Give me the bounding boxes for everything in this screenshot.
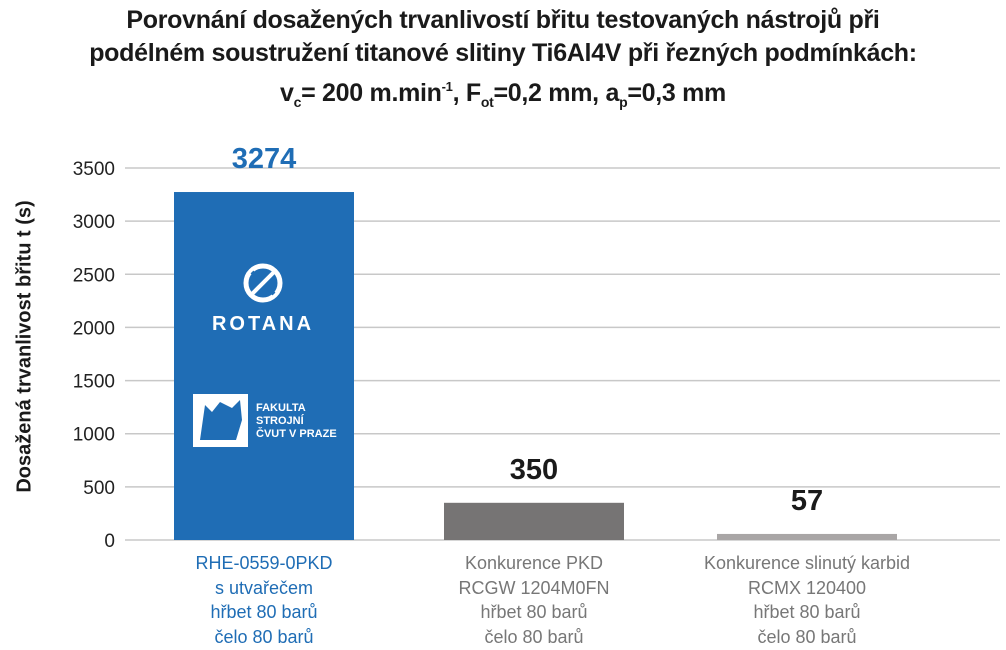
bar: [444, 502, 624, 540]
t3-vsub: c: [293, 94, 302, 110]
category-label-line: hřbet 80 barů: [480, 602, 588, 622]
t3-fsub: ot: [480, 94, 494, 110]
faculty-logo-text: ČVUT V PRAZE: [256, 427, 337, 440]
category-label-line: s utvařečem: [214, 577, 314, 598]
chart-title: Porovnání dosažených trvanlivostí břitu …: [0, 4, 1006, 119]
category-label-line: RHE-0559-0PKD: [195, 553, 333, 573]
rotana-emblem-icon: [243, 263, 283, 303]
rotana-emblem-icon: [250, 270, 276, 296]
t3-fval: =0,2 mm, a: [493, 79, 620, 107]
faculty-logo-text: FAKULTA: [256, 402, 306, 414]
category-label-line: Konkurence slinutý karbid: [703, 553, 911, 573]
y-tick-label: 3000: [73, 212, 115, 233]
category-label-line: Konkurence PKD: [464, 553, 604, 573]
t3-asub: p: [619, 94, 628, 110]
data-label: 3274: [232, 143, 297, 175]
t3-v: v: [280, 79, 294, 107]
y-tick-label: 1500: [73, 372, 115, 393]
category-label-line: čelo 80 barů: [757, 626, 857, 647]
rotana-wordmark: ROTANA: [212, 313, 314, 335]
category-label-line: hřbet 80 barů: [753, 602, 861, 622]
category-label-line: hřbet 80 barů: [210, 602, 318, 622]
category-label-line: čelo 80 barů: [214, 626, 314, 647]
data-label: 57: [791, 485, 823, 517]
y-tick-label: 1000: [73, 425, 115, 446]
bar: [174, 192, 354, 540]
title-line-1: Porovnání dosažených trvanlivostí břitu …: [126, 6, 880, 34]
t3-vsup: -1: [441, 79, 453, 94]
t3-aval: =0,3 mm: [627, 79, 726, 107]
cvut-lion-icon: [200, 400, 242, 440]
title-line-3: vc= 200 m.min-1, Fot=0,2 mm, ap=0,3 mm: [0, 70, 1006, 119]
category-label-line: RCMX 120400: [747, 577, 867, 598]
y-tick-label: 2500: [73, 265, 115, 286]
category-label-line: RCGW 1204M0FN: [458, 577, 610, 598]
y-tick-label: 3500: [73, 159, 115, 180]
data-label: 350: [510, 454, 558, 486]
faculty-logo-text: STROJNÍ: [256, 414, 305, 427]
category-label-line: čelo 80 barů: [484, 626, 584, 647]
y-tick-label: 0: [104, 531, 115, 552]
y-tick-label: 2000: [73, 318, 115, 339]
y-tick-label: 500: [83, 478, 115, 499]
category-label: Konkurence PKD RCGW 1204M0FN hřbet 80 barů…: [404, 551, 664, 649]
category-label: Konkurence slinutý karbid RCMX 120400 hřbe…: [677, 551, 937, 649]
title-line-2: podélném soustružení titanové slitiny Ti…: [89, 39, 917, 67]
category-label: RHE-0559-0PKD s utvařečem hřbet 80 barů čel…: [134, 551, 394, 649]
t3-vval: = 200 m.min: [301, 79, 442, 107]
bar: [717, 533, 897, 540]
t3-f: , F: [452, 79, 482, 107]
